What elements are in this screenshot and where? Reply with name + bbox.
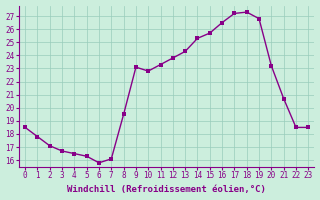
X-axis label: Windchill (Refroidissement éolien,°C): Windchill (Refroidissement éolien,°C) [67,185,266,194]
